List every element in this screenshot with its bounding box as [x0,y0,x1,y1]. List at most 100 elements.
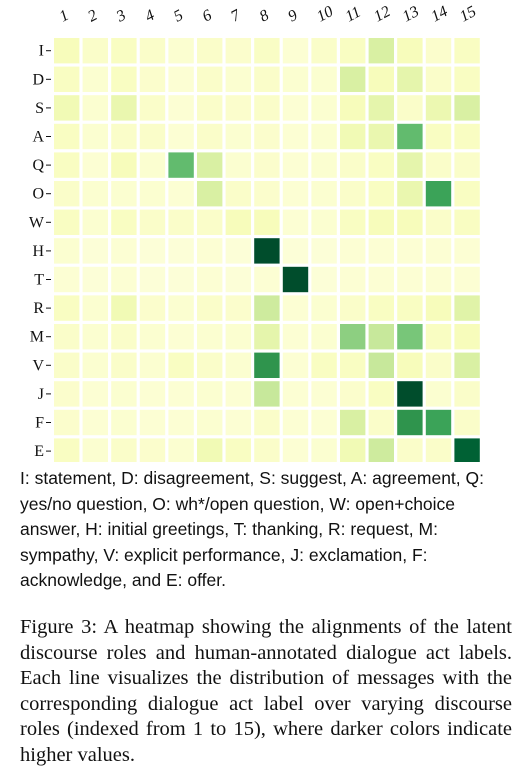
cell-E-13 [397,438,423,462]
cell-V-6 [197,352,223,378]
cell-V-11 [340,352,366,378]
cell-S-14 [425,95,452,121]
y-tick-label-M: M [30,329,44,346]
cell-S-8 [254,95,280,121]
cell-E-12 [368,438,394,462]
cell-W-7 [225,209,251,235]
x-tick-label-6: 6 [200,7,215,26]
cell-V-4 [139,352,166,378]
cell-O-6 [197,181,223,207]
cell-V-7 [225,352,251,378]
cell-S-5 [168,95,194,121]
cell-Q-3 [111,152,137,178]
cell-D-8 [254,66,280,92]
cell-M-3 [111,324,137,350]
cell-M-9 [282,324,309,350]
cell-D-15 [454,66,480,92]
cell-J-2 [82,381,108,407]
cell-J-12 [368,381,394,407]
cell-E-7 [225,438,251,462]
cell-T-10 [311,266,337,293]
cell-S-1 [54,95,80,121]
cell-A-10 [311,123,337,150]
x-tick-label-3: 3 [113,7,129,26]
cell-M-14 [425,324,452,350]
cell-S-11 [340,95,366,121]
cell-V-3 [111,352,137,378]
cell-V-15 [454,352,480,378]
cell-D-11 [340,66,366,92]
cell-Q-10 [311,152,337,178]
cell-A-6 [197,123,223,150]
cell-I-2 [82,38,108,64]
cell-M-4 [139,324,166,350]
x-tick-label-14: 14 [428,3,450,26]
cell-W-5 [168,209,194,235]
y-tick-label-T: T [34,272,44,289]
cell-T-9 [282,266,309,293]
cell-F-2 [82,409,108,436]
cell-H-2 [82,238,108,264]
cell-T-6 [197,266,223,293]
cell-T-4 [139,266,166,293]
cell-O-8 [254,181,280,207]
cell-W-1 [54,209,80,235]
cell-A-3 [111,123,137,150]
y-tick-label-H: H [32,243,44,260]
y-tick-label-F: F [35,415,44,432]
y-tick-label-D: D [32,71,44,88]
cell-D-6 [197,66,223,92]
cell-H-13 [397,238,423,264]
cell-Q-9 [282,152,309,178]
cell-I-10 [311,38,337,64]
cell-Q-1 [54,152,80,178]
cell-I-7 [225,38,251,64]
cell-S-2 [82,95,108,121]
cell-J-7 [225,381,251,407]
cell-Q-2 [82,152,108,178]
cell-D-12 [368,66,394,92]
cell-O-12 [368,181,394,207]
cell-J-13 [397,381,423,407]
cell-H-15 [454,238,480,264]
cell-S-6 [197,95,223,121]
heatmap-cells [54,38,480,462]
cell-D-1 [54,66,80,92]
cell-M-15 [454,324,480,350]
cell-M-1 [54,324,80,350]
y-tick-label-R: R [33,300,44,317]
y-tick-label-I: I [39,43,44,60]
cell-V-1 [54,352,80,378]
cell-M-2 [82,324,108,350]
legend-text: I: statement, D: disagreement, S: sugges… [20,468,484,590]
cell-I-6 [197,38,223,64]
cell-Q-4 [139,152,166,178]
cell-O-2 [82,181,108,207]
x-tick-label-2: 2 [85,7,100,26]
cell-H-9 [282,238,309,264]
cell-O-11 [340,181,366,207]
cell-Q-8 [254,152,280,178]
cell-H-7 [225,238,251,264]
cell-D-13 [397,66,423,92]
cell-D-4 [139,66,166,92]
cell-T-1 [54,266,80,293]
cell-S-12 [368,95,394,121]
cell-S-3 [111,95,137,121]
cell-I-12 [368,38,394,64]
cell-H-6 [197,238,223,264]
cell-J-11 [340,381,366,407]
cell-R-15 [454,295,480,321]
cell-M-10 [311,324,337,350]
cell-A-15 [454,123,480,150]
cell-Q-11 [340,152,366,178]
x-tick-label-1: 1 [57,7,72,26]
cell-O-13 [397,181,423,207]
cell-F-1 [54,409,80,436]
cell-J-5 [168,381,194,407]
y-tick-label-E: E [34,443,44,460]
x-tick-label-11: 11 [343,4,364,26]
cell-T-14 [425,266,452,293]
cell-O-1 [54,181,80,207]
cell-M-12 [368,324,394,350]
